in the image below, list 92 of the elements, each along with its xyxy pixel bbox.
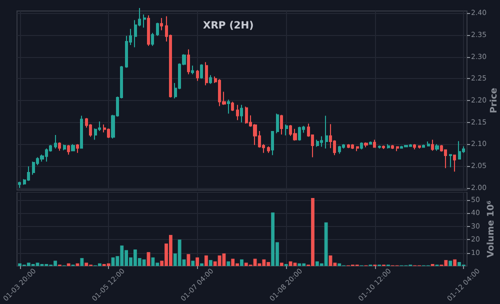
text: XRP (2H) [203,20,254,32]
bar [448,260,452,266]
candlestick [422,144,425,148]
y-axis-title: Price [490,88,500,114]
candlestick [147,14,150,46]
bar [36,262,40,266]
candlestick [160,17,163,31]
candlestick [458,140,461,160]
bar [338,263,342,266]
bar [253,258,257,266]
bar [298,263,302,266]
candlestick [67,144,70,156]
candlestick [32,161,35,176]
candlestick [320,136,323,148]
candlestick [378,144,381,150]
bar [226,261,230,266]
candlestick [431,139,434,152]
candlestick [347,144,350,149]
candlestick [18,181,21,188]
candlestick [143,14,146,28]
candlestick [276,113,279,134]
candlestick [236,104,239,121]
candlestick [27,166,30,182]
candlestick [227,99,230,114]
bar [208,260,212,266]
candlestick [351,144,354,150]
bar [106,263,110,266]
bar [204,255,208,266]
candlestick [63,144,66,151]
candlestick [80,115,83,150]
candlestick [360,142,363,150]
candlestick [58,142,61,152]
bar [324,222,328,266]
bar [262,259,266,266]
candlestick [298,126,301,142]
candlestick [373,139,376,148]
candlestick [107,128,110,139]
candlestick [191,65,194,75]
bar [80,258,84,266]
candlestick [267,146,270,154]
candlestick [338,145,341,154]
candlestick [418,144,421,150]
candlestick [196,69,199,82]
candlestick [285,124,288,136]
bar [444,260,448,266]
candlestick [71,144,75,152]
y-axis-title: Volume 10⁶ [486,200,496,258]
candlestick [54,134,57,150]
candlestick [205,62,208,86]
candlestick [209,74,212,84]
candlestick [404,144,408,148]
candlestick [369,141,372,146]
candlestick [427,141,430,147]
candlestick [316,139,319,148]
candlestick [413,144,416,150]
candlestick [382,144,385,150]
bar [231,258,235,266]
bar [178,240,182,266]
candlestick [391,144,394,150]
candlestick [364,142,368,148]
candlestick [187,48,190,75]
candlestick [444,149,447,169]
bar [200,263,204,266]
candlestick [293,128,297,142]
bar [293,262,297,266]
bar [98,263,102,266]
candlestick [435,144,439,152]
bar [453,259,456,266]
bar [240,259,244,266]
candlestick [245,106,248,124]
candlestick [271,130,274,156]
candlestick [449,154,452,168]
bar [84,262,88,266]
candlestick [151,32,154,46]
bar [196,257,200,266]
candlestick [200,64,203,80]
candlestick [76,144,79,154]
candlestick [356,146,359,152]
candlestick [240,104,243,123]
bar [142,259,146,266]
candlestick [453,154,456,172]
bar [280,262,284,266]
candlestick [325,115,328,150]
candlestick [156,22,159,36]
bar [288,261,292,266]
candlestick [231,101,234,112]
candlestick [396,146,399,152]
candlestick [280,114,283,136]
candlestick [387,144,390,150]
bar [191,260,195,266]
bar [151,257,155,266]
bar [66,263,70,266]
